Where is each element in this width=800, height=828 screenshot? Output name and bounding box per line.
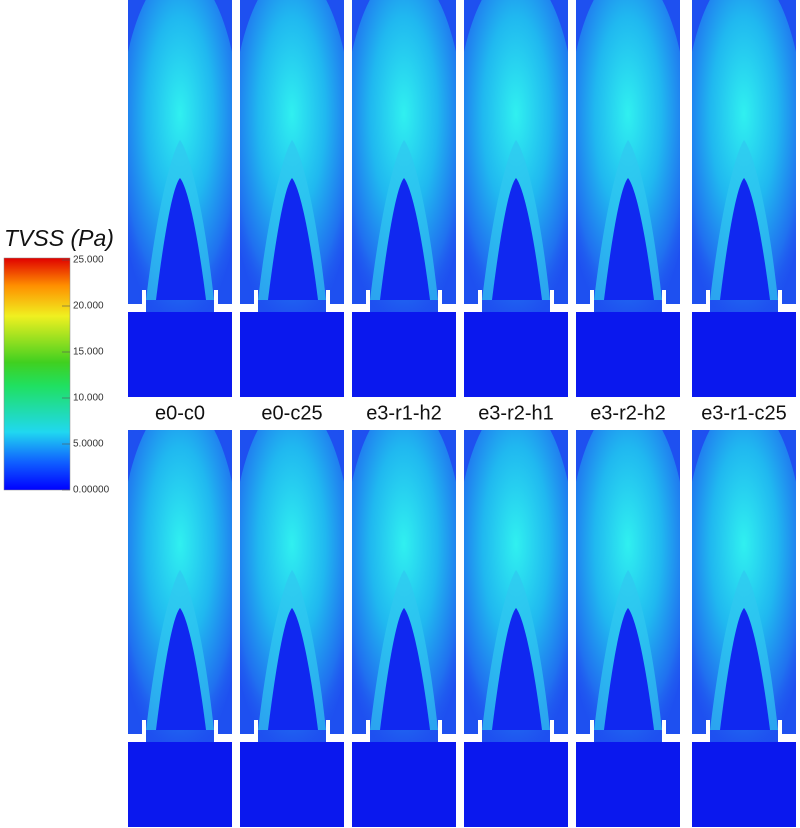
contour-panel (692, 430, 796, 827)
contour-panel (240, 0, 344, 397)
contour-panel (576, 430, 680, 827)
panel-label: e3-r1-c25 (701, 402, 787, 424)
colorbar-tick-label: 0.00000 (73, 485, 110, 496)
colorbar-tick-label: 10.000 (73, 393, 104, 404)
contour-panel (128, 430, 232, 827)
contour-panel (464, 430, 568, 827)
colorbar-tick-label: 5.0000 (73, 439, 104, 450)
contour-panel (128, 0, 232, 397)
contour-panel (352, 430, 456, 827)
colorbar-tick-label: 15.000 (73, 347, 104, 358)
contour-panel (464, 0, 568, 397)
panel-label: e3-r2-h1 (478, 402, 554, 424)
colorbar-tick-label: 25.000 (73, 255, 104, 266)
panel-label: e0-c0 (155, 402, 205, 424)
contour-panel (240, 430, 344, 827)
panel-label: e3-r1-h2 (366, 402, 442, 424)
contour-panel (352, 0, 456, 397)
panel-label: e3-r2-h2 (590, 402, 666, 424)
colorbar (3, 257, 71, 491)
colorbar-title: TVSS (Pa) (4, 225, 114, 251)
colorbar-tick-label: 20.000 (73, 301, 104, 312)
panel-label: e0-c25 (261, 402, 322, 424)
contour-panel (576, 0, 680, 397)
contour-panel (692, 0, 796, 397)
